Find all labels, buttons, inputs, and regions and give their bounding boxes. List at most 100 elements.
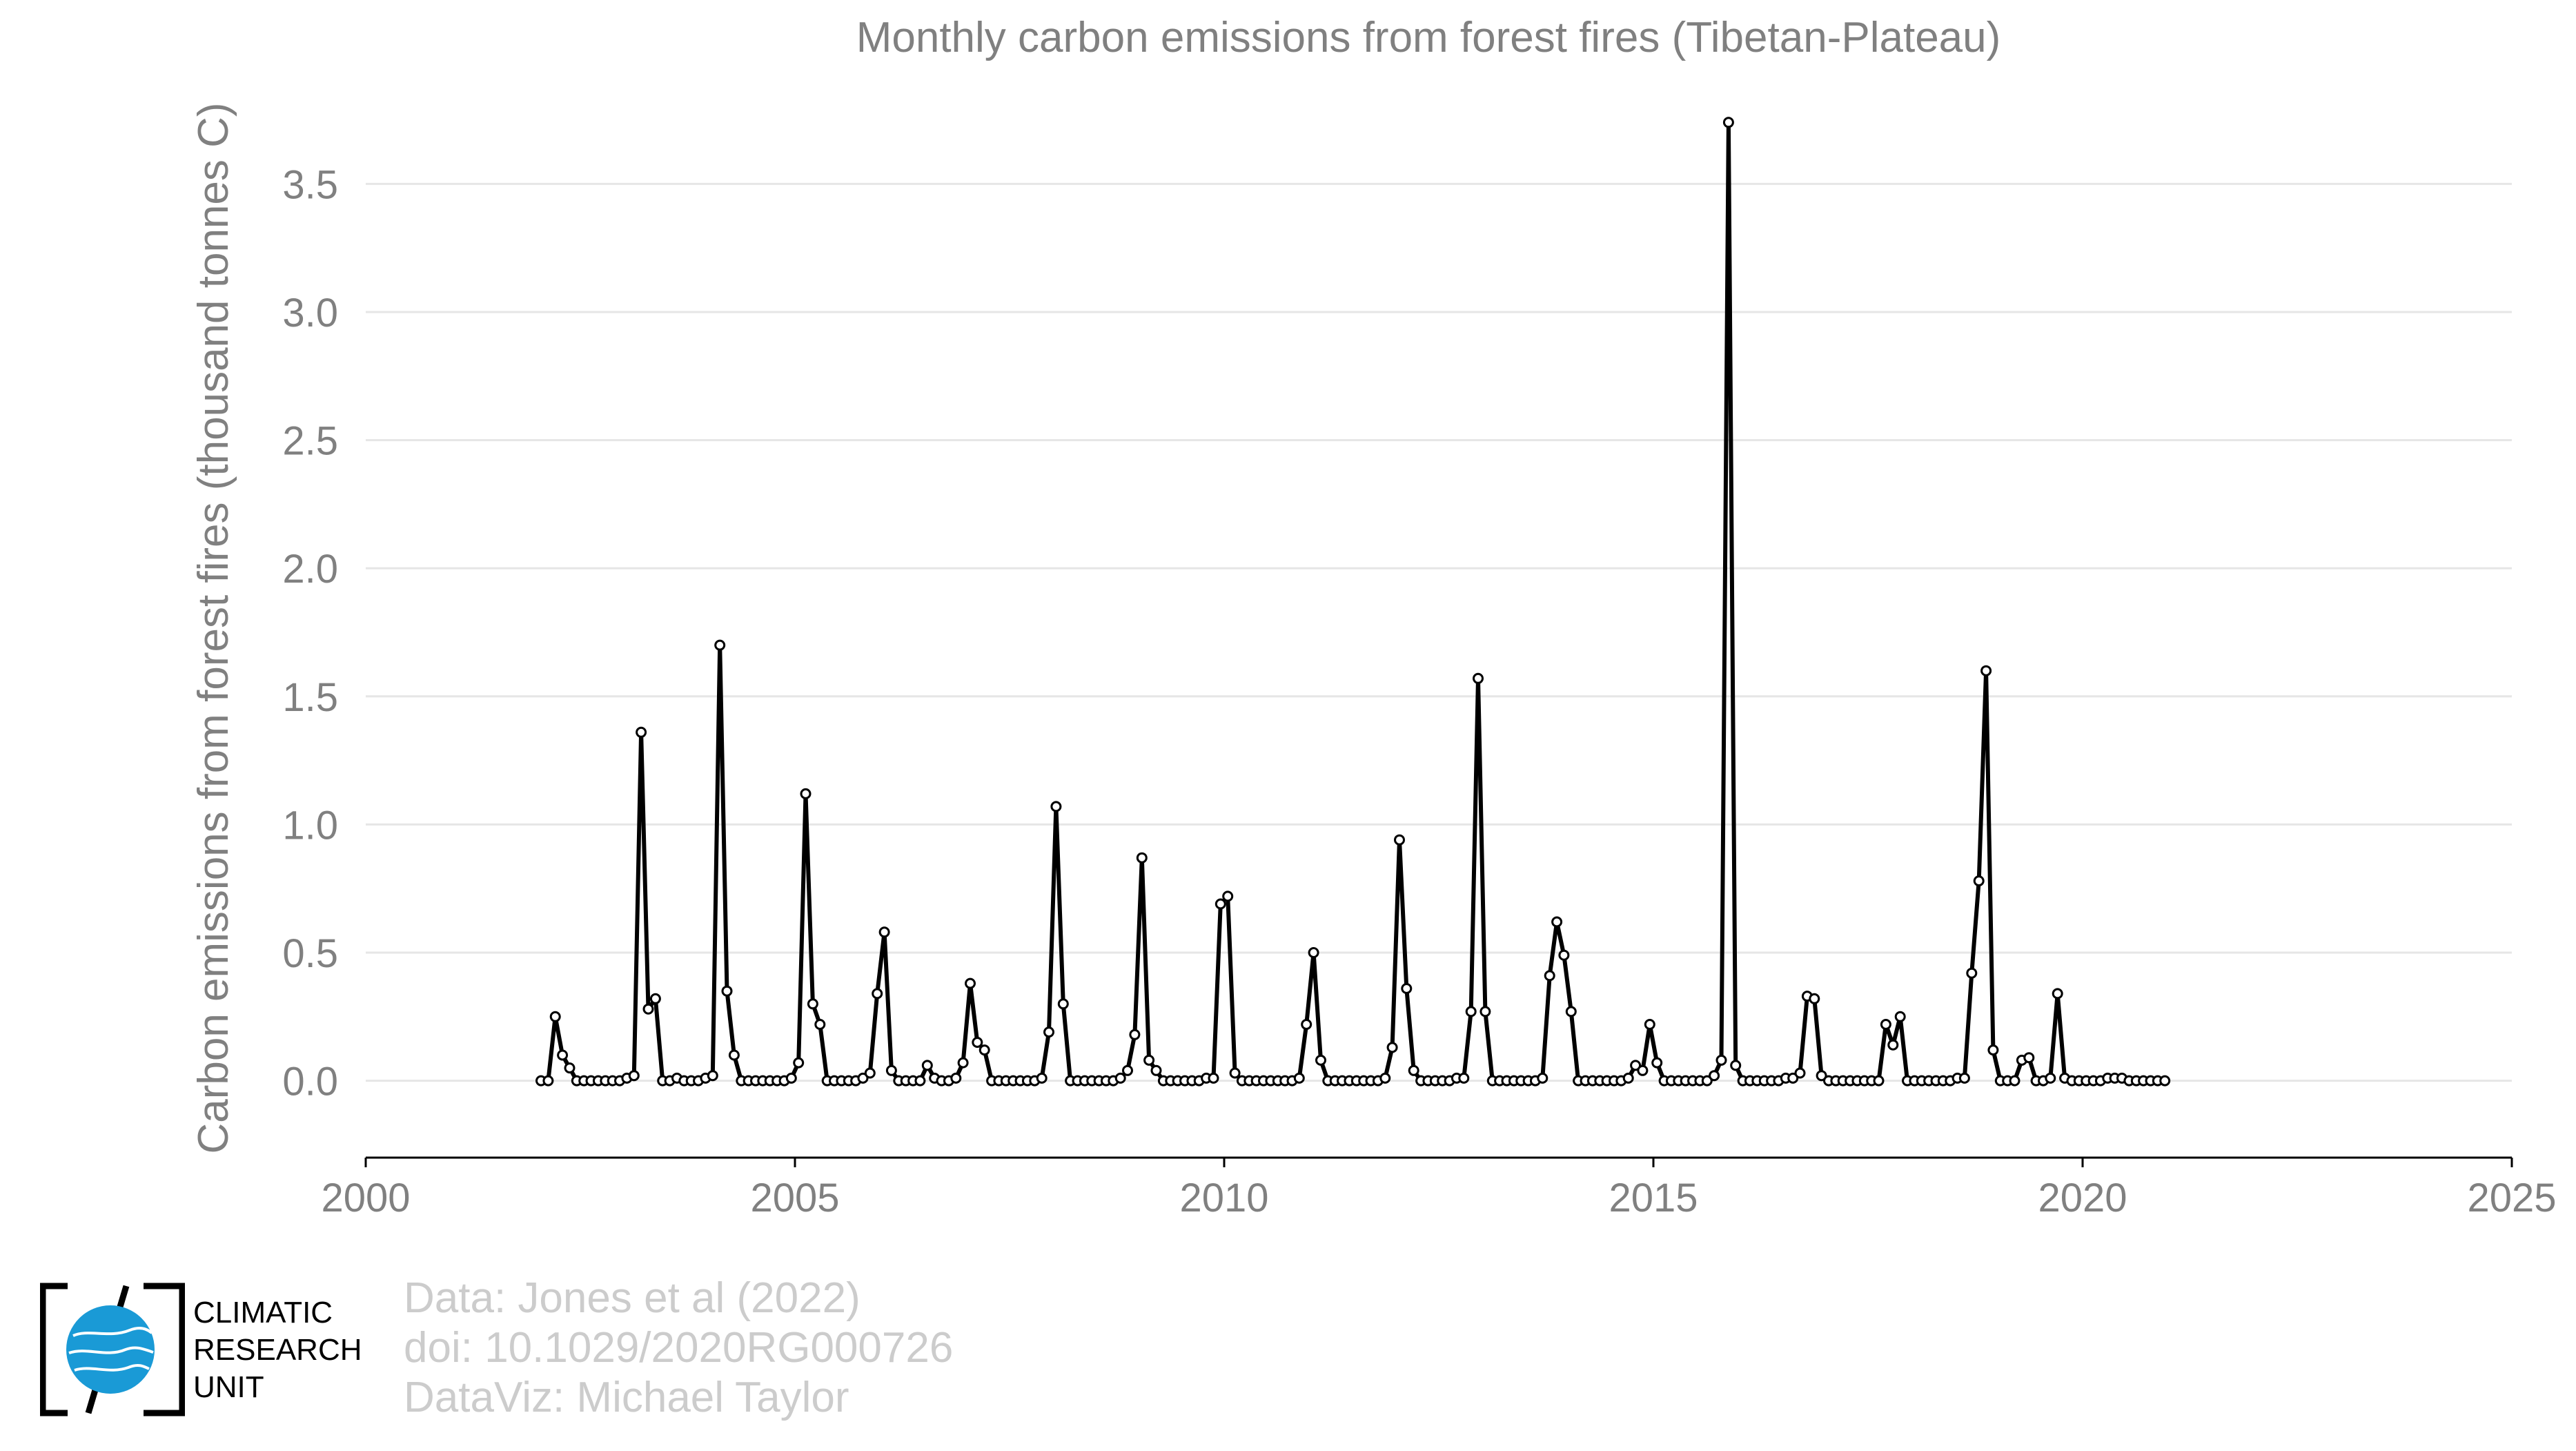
x-tick-label: 2025 [2467, 1176, 2556, 1220]
data-point [1873, 1075, 1885, 1087]
data-point [1558, 949, 1570, 961]
data-point [1644, 1019, 1655, 1030]
data-point [1565, 1006, 1577, 1017]
data-point [2009, 1075, 2021, 1087]
logo-wordmark: CLIMATIC RESEARCH UNIT [193, 1294, 362, 1406]
data-point [957, 1057, 969, 1069]
data-point [1479, 1006, 1491, 1017]
data-point [1229, 1067, 1241, 1079]
data-point [628, 1070, 640, 1082]
x-tick-label: 2015 [1609, 1176, 1698, 1220]
y-tick-label: 0.0 [282, 1060, 338, 1104]
data-point [1143, 1054, 1155, 1066]
data-point [1208, 1072, 1219, 1084]
data-point [2023, 1052, 2035, 1064]
data-point [1150, 1064, 1162, 1076]
data-point [1980, 665, 1992, 676]
data-point [1122, 1064, 1133, 1076]
data-point [1709, 1070, 1720, 1082]
data-point [1787, 1072, 1799, 1084]
data-point [1043, 1026, 1054, 1038]
data-point [1473, 672, 1484, 684]
x-tick-label: 2005 [750, 1176, 839, 1220]
data-point [1379, 1072, 1391, 1084]
y-tick-label: 2.0 [282, 547, 338, 592]
data-point [1394, 834, 1405, 846]
globe-icon [39, 1283, 186, 1416]
data-point [1551, 916, 1563, 928]
y-tick-label: 1.0 [282, 803, 338, 848]
data-point [1544, 970, 1555, 982]
data-point [1215, 898, 1226, 910]
data-point [1386, 1042, 1398, 1053]
data-point [557, 1049, 569, 1061]
data-point [1809, 993, 1820, 1004]
data-point [1816, 1070, 1827, 1082]
data-point [714, 639, 726, 651]
credit-line: DataViz: Michael Taylor [404, 1374, 849, 1421]
grid-lines [366, 182, 2512, 1082]
data-point [721, 985, 733, 997]
data-point [872, 988, 883, 1000]
data-point [1050, 801, 1062, 812]
y-axis-ticks: 0.0 0.5 1.0 1.5 2.0 2.5 3.0 3.5 [282, 162, 338, 1104]
x-tick-label: 2010 [1179, 1176, 1268, 1220]
data-point [649, 993, 661, 1004]
data-point [1401, 983, 1413, 994]
data-point [1722, 117, 1734, 128]
x-tick-label: 2000 [321, 1176, 410, 1220]
data-point [1958, 1072, 1970, 1084]
data-point [1465, 1006, 1477, 1017]
data-point [1222, 890, 1234, 902]
x-axis-ticks: 2000 2005 2010 2015 2020 2025 [321, 1158, 2557, 1220]
data-point [1114, 1072, 1126, 1084]
data-point [878, 926, 890, 938]
data-point [1057, 998, 1069, 1010]
data-point [1894, 1011, 1906, 1022]
y-tick-label: 3.0 [282, 291, 338, 335]
credit-line: Data: Jones et al (2022) [404, 1274, 861, 1322]
y-tick-label: 3.5 [282, 162, 338, 207]
data-point [814, 1019, 826, 1030]
data-point [965, 977, 976, 989]
y-tick-label: 2.5 [282, 419, 338, 464]
data-point [1987, 1044, 1999, 1056]
data-point [921, 1060, 933, 1071]
data-point [1301, 1019, 1312, 1030]
data-point [1730, 1060, 1742, 1071]
data-point [864, 1067, 876, 1079]
x-tick-label: 2020 [2038, 1176, 2127, 1220]
chart-title: Monthly carbon emissions from forest fir… [856, 14, 2001, 61]
data-point [1887, 1039, 1899, 1051]
data-point [707, 1070, 718, 1082]
data-point [885, 1064, 897, 1076]
data-point [1308, 947, 1319, 958]
data-point [972, 1037, 983, 1048]
data-point [950, 1072, 962, 1084]
data-point [2159, 1075, 2171, 1087]
credit-line: doi: 10.1029/2020RG000726 [404, 1324, 954, 1372]
data-point [1036, 1072, 1048, 1084]
data-point [1136, 852, 1148, 864]
data-point [1637, 1064, 1649, 1076]
data-point [1293, 1072, 1305, 1084]
data-point [1715, 1054, 1727, 1066]
data-point [642, 1003, 654, 1015]
series-markers [535, 117, 2171, 1087]
data-point [914, 1075, 926, 1087]
data-point [2045, 1072, 2056, 1084]
data-point [564, 1062, 576, 1074]
series-line [541, 120, 2165, 1083]
data-point [785, 1072, 797, 1084]
logo-line: CLIMATIC [193, 1296, 333, 1330]
data-point [1880, 1019, 1891, 1030]
data-point [807, 998, 818, 1010]
data-point [1458, 1072, 1470, 1084]
data-point [2052, 988, 2063, 1000]
logo-line: UNIT [193, 1370, 264, 1404]
data-point [1622, 1072, 1634, 1084]
data-point [1408, 1064, 1419, 1076]
y-axis-label: Carbon emissions from forest fires (thou… [190, 102, 237, 1153]
y-tick-label: 0.5 [282, 931, 338, 976]
